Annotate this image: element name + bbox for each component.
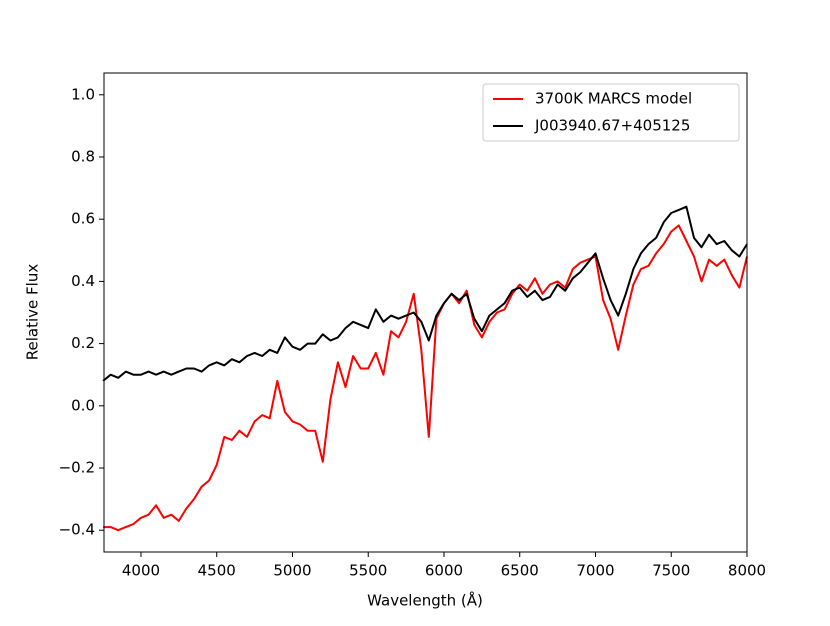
x-axis-label: Wavelength (Å) <box>367 591 483 610</box>
y-tick-label: −0.4 <box>59 521 95 539</box>
x-tick-label: 6000 <box>425 562 463 580</box>
data-line <box>103 224 748 532</box>
plot-frame <box>103 72 748 553</box>
x-tick-label: 5000 <box>273 562 311 580</box>
x-tick-label: 8000 <box>728 562 766 580</box>
y-tick-label: 0.4 <box>71 272 95 290</box>
y-tick-label: 0.8 <box>71 147 95 165</box>
x-tick-label: 4500 <box>198 562 236 580</box>
y-tick-label: 0.2 <box>71 334 95 352</box>
legend-box <box>482 83 740 142</box>
x-tick-label: 7000 <box>576 562 614 580</box>
y-tick-label: 0.0 <box>71 396 95 414</box>
y-axis-label: Relative Flux <box>24 264 42 361</box>
x-tick-label: 4000 <box>122 562 160 580</box>
legend-label: J003940.67+405125 <box>534 117 690 135</box>
y-tick-label: −0.2 <box>59 459 95 477</box>
x-tick-label: 6500 <box>501 562 539 580</box>
data-line <box>102 205 748 382</box>
x-tick-label: 7500 <box>652 562 690 580</box>
legend-label: 3700K MARCS model <box>535 90 692 108</box>
y-tick-label: 0.6 <box>71 210 95 228</box>
x-tick-label: 5500 <box>349 562 387 580</box>
y-tick-label: 1.0 <box>71 85 95 103</box>
